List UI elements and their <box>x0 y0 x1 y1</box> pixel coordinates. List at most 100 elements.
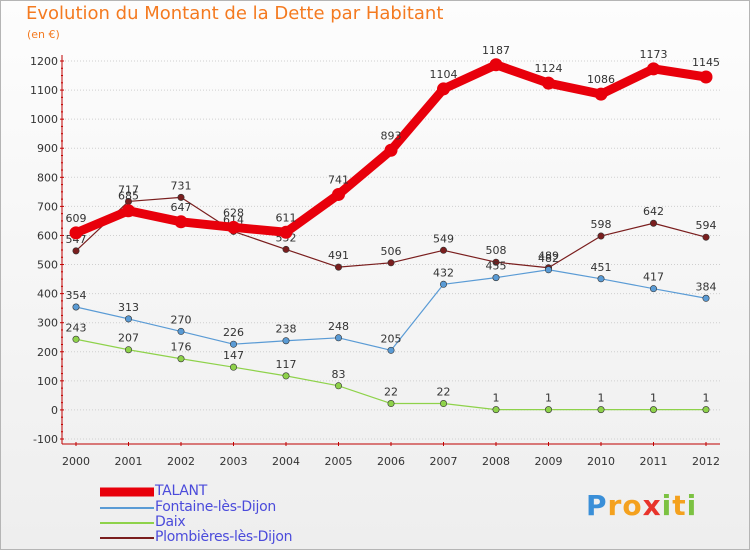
data-label: 117 <box>276 358 297 371</box>
data-label: 1 <box>545 392 552 405</box>
x-tick-label: 2012 <box>692 455 720 468</box>
data-point <box>282 245 290 253</box>
data-label: 717 <box>118 183 139 196</box>
data-point <box>177 355 185 363</box>
data-label: 508 <box>486 244 507 257</box>
data-point <box>332 187 345 201</box>
data-point <box>597 406 605 414</box>
y-tick-label: 600 <box>37 229 58 242</box>
data-point <box>334 382 342 390</box>
data-label: 270 <box>171 313 192 326</box>
data-label: 384 <box>696 280 717 293</box>
data-label: 207 <box>118 332 139 345</box>
data-label: 491 <box>328 249 349 262</box>
data-label: 482 <box>538 252 559 265</box>
data-point <box>279 225 293 239</box>
data-point <box>282 372 290 380</box>
data-label: 22 <box>437 386 451 399</box>
data-label: 248 <box>328 320 349 333</box>
data-label: 647 <box>171 201 192 214</box>
data-point <box>72 247 80 255</box>
data-label: 1 <box>703 392 710 405</box>
legend-swatch <box>100 537 154 539</box>
data-label: 1104 <box>430 68 458 81</box>
y-tick-label: -100 <box>33 433 58 446</box>
y-tick-label: 500 <box>37 259 58 272</box>
x-tick-label: 2010 <box>587 455 615 468</box>
data-label: 1 <box>493 392 500 405</box>
x-tick-label: 2002 <box>167 455 195 468</box>
data-label: 22 <box>384 386 398 399</box>
data-point <box>384 143 398 157</box>
data-point <box>489 58 503 72</box>
logo-letter: o <box>622 489 643 522</box>
data-point <box>702 233 710 241</box>
data-point <box>334 334 342 342</box>
logo-letter: x <box>642 489 662 522</box>
data-point <box>542 76 555 90</box>
data-point <box>387 346 395 354</box>
data-label: 598 <box>591 218 612 231</box>
y-tick-label: 300 <box>37 317 58 330</box>
logo-letter: P <box>586 489 608 522</box>
data-point <box>387 259 395 267</box>
data-label: 549 <box>433 232 454 245</box>
data-point <box>125 346 133 354</box>
data-label: 147 <box>223 349 244 362</box>
data-point <box>439 400 447 408</box>
data-label: 506 <box>381 245 402 258</box>
x-tick-label: 2005 <box>325 455 353 468</box>
y-tick-label: 0 <box>51 404 58 417</box>
y-tick-label: 1200 <box>30 55 58 68</box>
data-point <box>72 303 80 311</box>
data-label: 489 <box>538 250 559 263</box>
y-tick-label: 400 <box>37 288 58 301</box>
logo-letter: i <box>686 489 698 522</box>
data-point <box>177 327 185 335</box>
x-tick-label: 2001 <box>115 455 143 468</box>
y-tick-label: 800 <box>37 171 58 184</box>
legend-label: Daix <box>155 514 186 530</box>
legend-label: Plombières-lès-Dijon <box>155 529 293 545</box>
legend-swatch <box>100 522 154 524</box>
chart-unit: (en €) <box>27 28 60 41</box>
data-label: 417 <box>643 271 664 284</box>
data-point <box>125 315 133 323</box>
data-label: 455 <box>486 260 507 273</box>
data-label: 354 <box>66 289 87 302</box>
data-label: 176 <box>171 341 192 354</box>
x-tick-label: 2009 <box>535 455 563 468</box>
data-point <box>702 406 710 414</box>
x-tick-label: 2003 <box>220 455 248 468</box>
data-point <box>649 285 657 293</box>
y-tick-label: 1100 <box>30 84 58 97</box>
data-label: 1187 <box>482 44 510 57</box>
data-label: 243 <box>66 321 87 334</box>
data-label: 451 <box>591 261 612 274</box>
data-point <box>492 258 500 266</box>
data-point <box>72 335 80 343</box>
legend-swatch <box>100 507 154 509</box>
data-label: 1173 <box>640 48 668 61</box>
y-tick-label: 1000 <box>30 113 58 126</box>
data-label: 642 <box>643 205 664 218</box>
legend-label: Fontaine-lès-Dijon <box>155 499 276 515</box>
data-point <box>387 400 395 408</box>
logo-letter: i <box>661 489 673 522</box>
x-tick-label: 2007 <box>430 455 458 468</box>
data-point <box>177 193 185 201</box>
x-tick-label: 2008 <box>482 455 510 468</box>
data-label: 611 <box>276 211 297 224</box>
data-point <box>699 70 713 84</box>
data-point <box>437 82 450 96</box>
data-point <box>282 337 290 345</box>
data-point <box>492 274 500 282</box>
data-point <box>649 219 657 227</box>
data-point <box>439 280 447 288</box>
data-point <box>649 406 657 414</box>
data-point <box>174 215 188 229</box>
data-point <box>594 87 608 101</box>
data-label: 1124 <box>535 62 563 75</box>
